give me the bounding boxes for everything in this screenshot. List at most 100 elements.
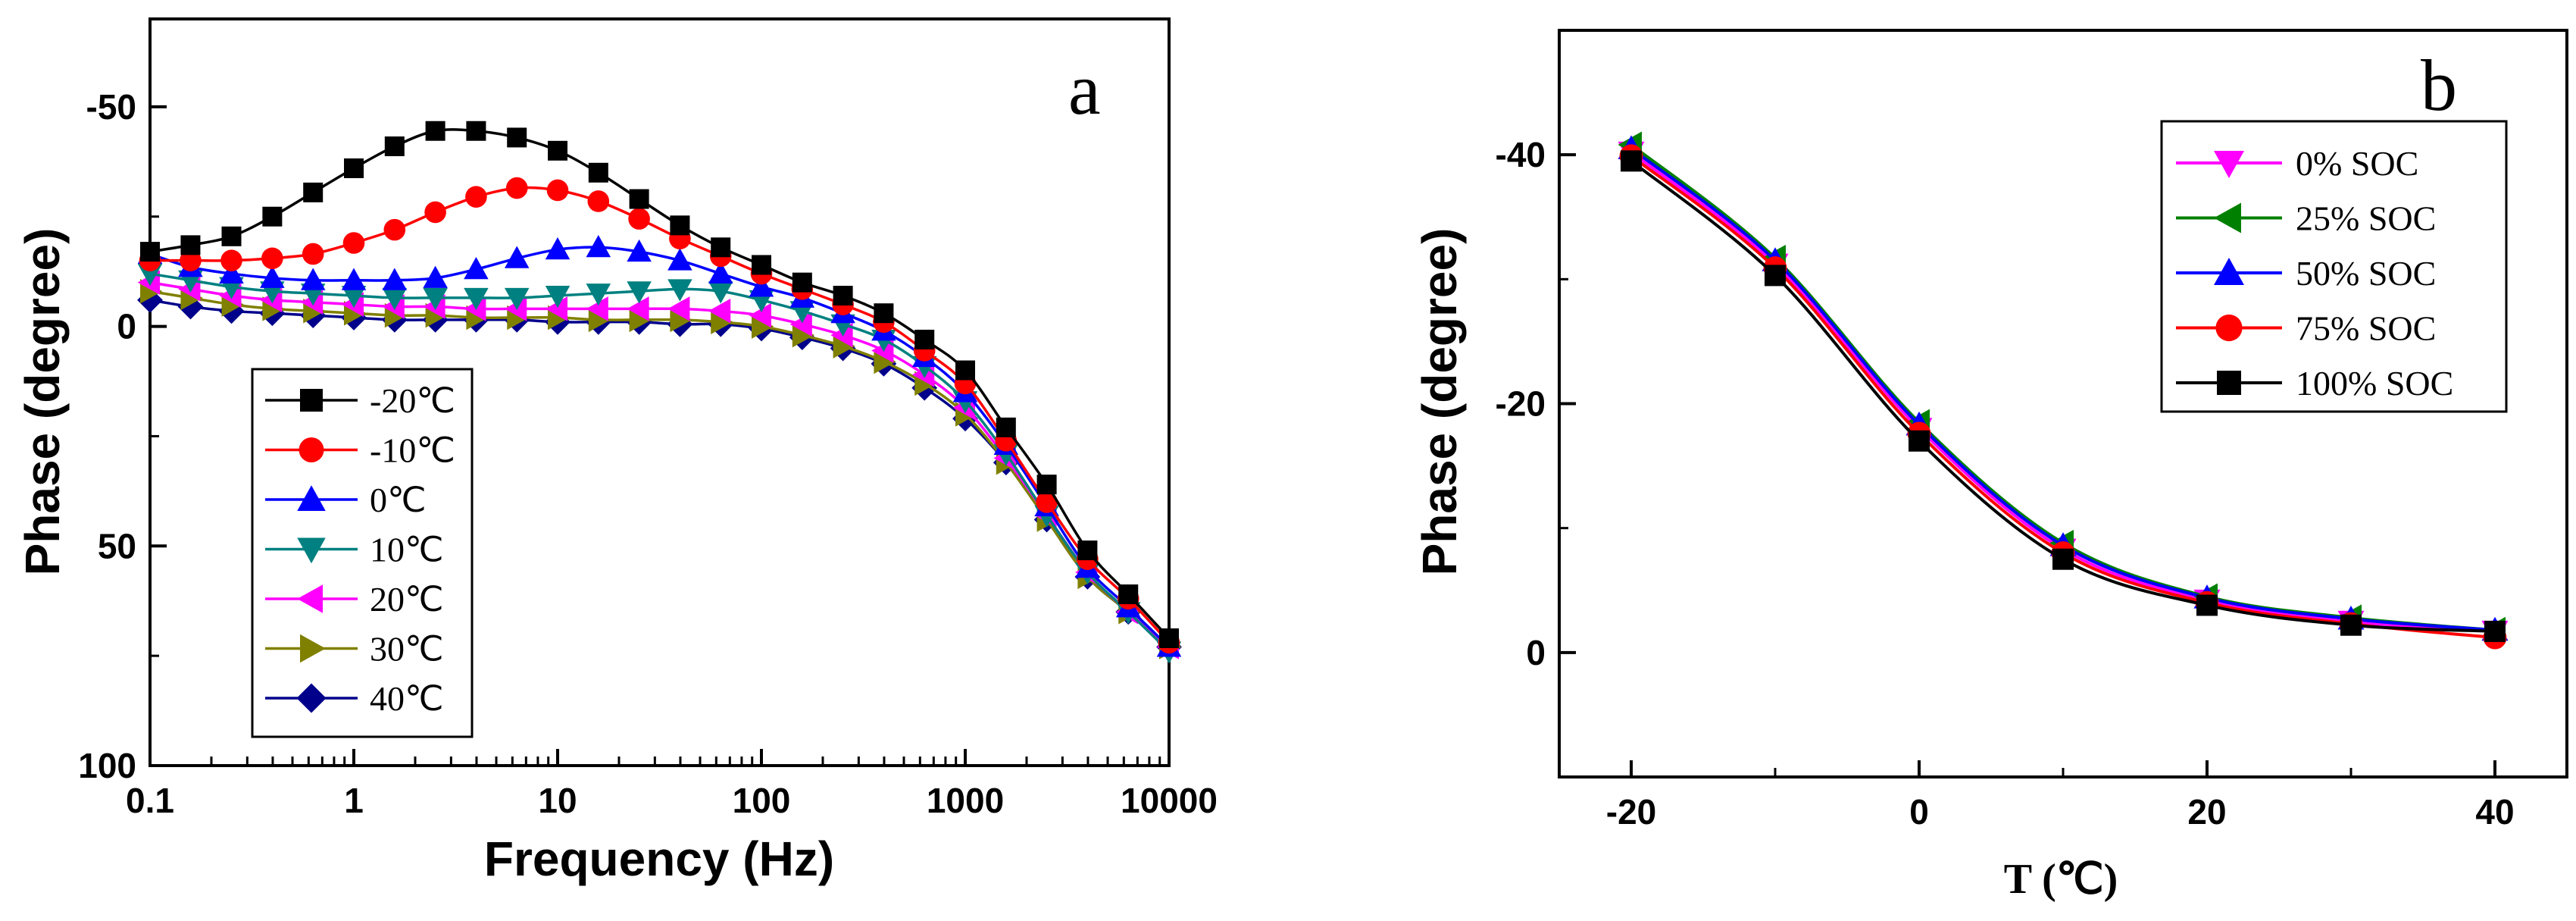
panel-b-legend-entry: 100% SOC (2176, 364, 2453, 403)
panel-a-legend-entry: 40℃ (265, 679, 444, 718)
panel-a-chart: 0.1 1 10 100 1000 10000 -50 0 50 100 a Frequency … (15, 17, 1218, 886)
panel-a-series-0-point (1077, 540, 1098, 561)
panel-a-legend-label: 10℃ (370, 531, 444, 569)
panel-b-series-4-point (1621, 150, 1642, 172)
panel-a-y-tick-label: 50 (98, 526, 136, 565)
panel-a-legend-entry: -10℃ (265, 431, 455, 470)
panel-a-series-0-point (955, 360, 975, 381)
panel-a-series-3-point (341, 286, 367, 309)
panel-a-series-4-point (789, 312, 812, 337)
panel-a-y-axis-title: Phase (degree) (15, 228, 70, 576)
panel-b-legend-label: 75% SOC (2296, 309, 2436, 348)
panel-a-series-1-point (302, 243, 324, 265)
panel-a-series-0-point (874, 303, 894, 324)
panel-a-x-tick-label: 1 (344, 781, 364, 820)
panel-a-series-0-point (140, 242, 160, 262)
panel-a-legend: -20℃ -10℃ 0℃ 10℃ 20℃ 30℃ 40℃ (251, 368, 474, 738)
panel-a-series-4-point (464, 296, 486, 321)
panel-b-x-tick-label: 0 (1909, 792, 1929, 832)
panel-b-legend: 0% SOC 25% SOC 50% SOC 75% SOC 100% SOC (2160, 120, 2508, 413)
panel-a-series-0-point (221, 226, 242, 246)
panel-b-legend-marker (2214, 151, 2244, 178)
panel-b-legend-marker (2214, 202, 2241, 233)
panel-a-series-0-point (914, 329, 935, 349)
panel-a-series-3-point (504, 287, 530, 311)
panel-a-legend-marker (297, 584, 323, 613)
panel-a-series-0-point (1118, 584, 1139, 605)
panel-b-legend-entry: 75% SOC (2176, 309, 2436, 348)
panel-a-series-1-point (546, 179, 569, 202)
panel-a-legend-entry: 10℃ (265, 531, 444, 569)
panel-a-series-4-point (627, 296, 649, 321)
panel-a-series-5-point (752, 314, 774, 339)
panel-a-series-0-point (1159, 628, 1179, 648)
panel-a-series-1-point (180, 249, 202, 271)
panel-a-legend-marker (296, 683, 327, 713)
panel-b-series-4-point (2340, 614, 2362, 636)
panel-a-series-4-point (749, 302, 771, 328)
panel-a-legend-entry: 30℃ (265, 630, 444, 669)
panel-a-series-2-point (586, 235, 611, 258)
panel-a-legend-marker (297, 537, 326, 564)
panel-a-series-2-point (627, 239, 652, 262)
panel-b-y-axis-title: Phase (degree) (1412, 228, 1467, 576)
panel-a-x-tick-label: 10000 (1121, 781, 1218, 820)
panel-b-label: b (2421, 45, 2457, 126)
panel-a-series-2-point (219, 261, 244, 284)
panel-a-series-2-point (260, 265, 285, 288)
panel-b-series-4-point (1909, 430, 1930, 452)
panel-a-series-5-point (711, 309, 733, 335)
panel-a-series-4-point (667, 296, 690, 321)
panel-a-y-tick-label: -50 (86, 87, 136, 127)
panel-a-series-2-point (749, 274, 774, 297)
panel-a-x-tick-label: 10 (538, 781, 577, 820)
panel-a-series-2-point (382, 268, 408, 290)
panel-a-series-5-point (588, 307, 611, 333)
panel-a-legend-marker (300, 389, 323, 412)
panel-b-legend-marker (2217, 371, 2241, 395)
panel-b-series-4 (1621, 150, 2506, 642)
panel-a-series-3-point (586, 284, 611, 306)
panel-a-series-4-point (830, 322, 853, 348)
panel-a-series-0-point (629, 189, 649, 209)
panel-a-series-0-point (180, 235, 201, 255)
panel-a-series-4-point (545, 296, 567, 321)
panel-a-series-5-point (629, 307, 652, 333)
panel-a-legend-label: 30℃ (370, 630, 444, 669)
panel-a-plot-frame (148, 17, 1171, 767)
panel-b-y-tick-label: -20 (1496, 384, 1546, 424)
panel-a-series-1-point (220, 249, 242, 271)
panel-a-x-axis-title: Frequency (Hz) (484, 832, 834, 886)
panel-a-label: a (1068, 49, 1101, 130)
panel-b-series-4-point (2052, 548, 2074, 570)
panel-a-series-3-point (627, 281, 652, 304)
panel-b-series-4-point (1765, 265, 1786, 287)
panel-b-y-tick-label: -40 (1496, 135, 1546, 174)
panel-a-series-5-point (874, 349, 896, 374)
panel-a-series-1-point (383, 218, 406, 241)
panel-b-legend-entry: 25% SOC (2176, 199, 2436, 238)
panel-a-x-tick-label: 100 (733, 781, 791, 820)
panel-a-series-0-point (548, 140, 567, 161)
panel-a-series-0-point (670, 215, 690, 236)
panel-a-series-0-point (833, 286, 853, 306)
panel-a-legend-label: -10℃ (370, 431, 455, 470)
panel-a-legend-entry: 0℃ (265, 481, 427, 519)
panel-a-series-3-point (667, 279, 692, 302)
panel-a-x-tick-label: 1000 (927, 781, 1004, 820)
panel-b-legend-label: 0% SOC (2296, 144, 2418, 183)
panel-a-series-0-point (425, 121, 445, 141)
panel-a-legend-marker (300, 634, 326, 663)
panel-a-series-0-point (303, 182, 324, 202)
panel-b-legend-entry: 0% SOC (2176, 144, 2418, 183)
panel-b-series-4-point (2484, 620, 2506, 642)
panel-a-x-tick-label: 0.1 (126, 781, 174, 820)
panel-a-legend-label: -20℃ (370, 381, 455, 420)
panel-a-series-3-point (382, 287, 408, 311)
panel-a-series-1-point (261, 247, 283, 270)
panel-b-x-tick-label: 40 (2475, 792, 2514, 832)
panel-a-legend-label: 20℃ (370, 580, 444, 619)
panel-a-series-5-point (792, 322, 815, 348)
panel-a-series-2-point (504, 246, 530, 268)
panel-a-series-4-point (504, 296, 527, 321)
